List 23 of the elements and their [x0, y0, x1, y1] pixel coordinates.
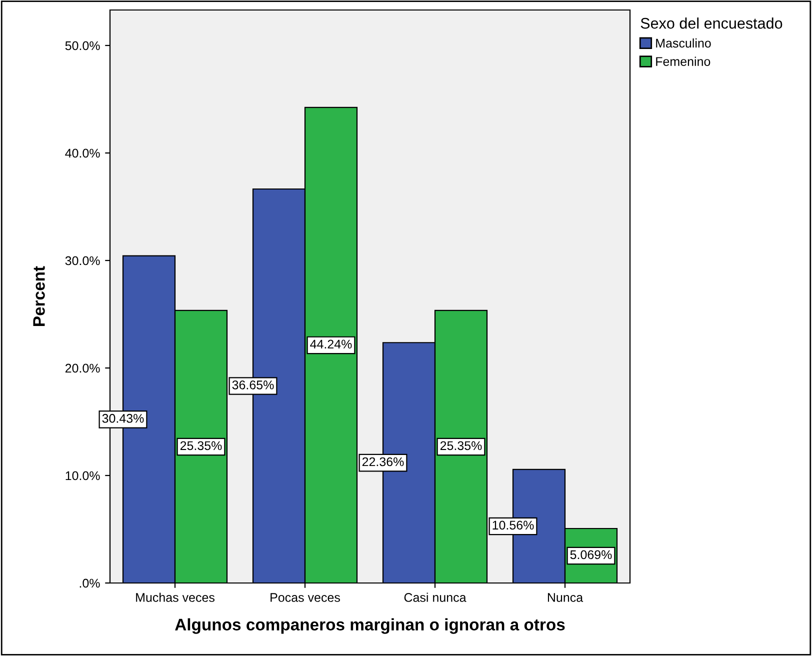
y-tick-label: 50.0% — [65, 41, 100, 50]
y-tick-label: 40.0% — [65, 148, 100, 158]
y-tick-label: 30.0% — [65, 256, 100, 266]
x-tick-label: Pocas veces — [270, 593, 340, 602]
legend-title: Sexo del encuestado — [640, 18, 782, 29]
data-label: 5.069% — [570, 550, 612, 560]
legend-label: Masculino — [656, 38, 711, 48]
data-label: 22.36% — [362, 457, 404, 466]
y-tick-label: .0% — [80, 578, 100, 588]
data-label: 25.35% — [180, 441, 222, 450]
x-tick-label: Muchas veces — [136, 592, 214, 602]
data-label: 44.24% — [310, 340, 352, 349]
x-tick-label: Nunca — [548, 593, 584, 602]
y-tick-label: 10.0% — [66, 471, 100, 480]
x-tick-label: Casi nunca — [404, 592, 466, 602]
data-label: 30.43% — [102, 414, 144, 423]
data-label: 36.65% — [232, 380, 274, 390]
y-axis-title: Percent — [33, 266, 45, 326]
x-axis-title: Algunos companeros marginan o ignoran a otros — [175, 618, 565, 634]
data-label: 10.56% — [492, 520, 534, 530]
y-tick-label: 20.0% — [65, 364, 100, 373]
legend-label: Femenino — [656, 56, 710, 66]
data-label: 25.35% — [440, 441, 482, 450]
